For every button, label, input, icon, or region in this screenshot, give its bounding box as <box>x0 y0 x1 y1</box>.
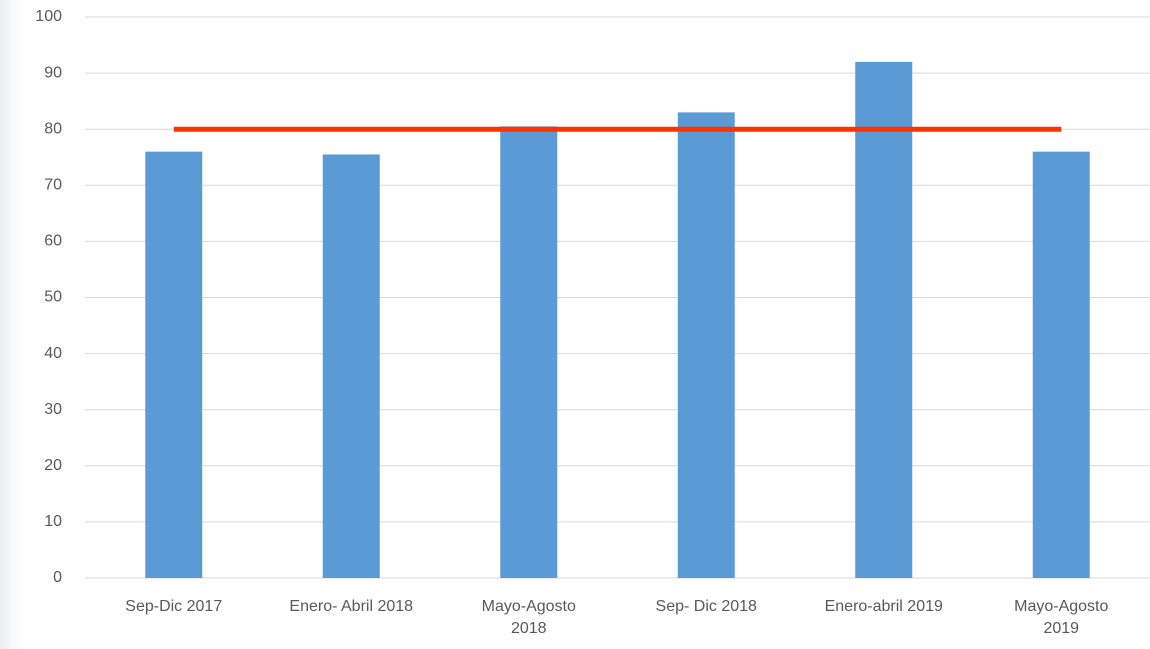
x-tick-label: Enero- Abril 2018 <box>289 598 414 615</box>
y-tick-label: 60 <box>44 233 62 250</box>
bar <box>855 61 913 578</box>
x-tick-label: Mayo-Agosto 2018 <box>481 598 576 637</box>
x-tick-label: Sep- Dic 2018 <box>655 598 757 615</box>
y-tick-label: 100 <box>35 8 62 25</box>
y-tick-label: 40 <box>44 345 62 362</box>
bar <box>145 151 203 578</box>
y-tick-label: 30 <box>44 401 62 418</box>
y-tick-label: 50 <box>44 289 62 306</box>
y-tick-label: 90 <box>44 64 62 81</box>
bar <box>500 126 558 579</box>
y-tick-label: 80 <box>44 120 62 137</box>
bar <box>677 112 735 579</box>
y-tick-label: 0 <box>53 569 62 586</box>
x-tick-label: Mayo-Agosto 2019 <box>1014 598 1109 637</box>
y-tick-label: 10 <box>44 513 62 530</box>
bar <box>322 154 380 578</box>
y-tick-label: 70 <box>44 177 62 194</box>
bar <box>1032 151 1090 578</box>
x-tick-label: Sep-Dic 2017 <box>125 598 223 615</box>
x-tick-label: Enero-abril 2019 <box>824 598 943 615</box>
y-tick-label: 20 <box>44 457 62 474</box>
